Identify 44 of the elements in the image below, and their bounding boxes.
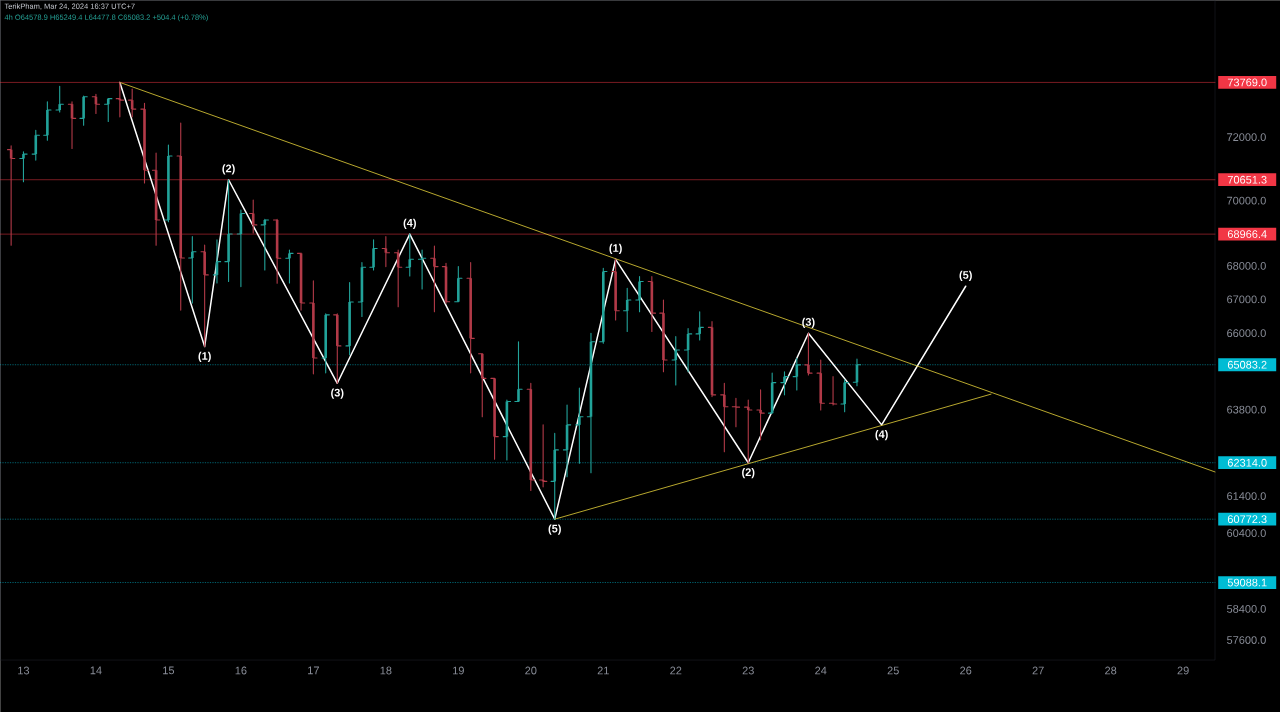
x-tick-label: 21 — [597, 666, 609, 675]
ref-line-label: 73769.0 — [1227, 78, 1267, 87]
x-tick-label: 20 — [525, 666, 537, 675]
x-tick-label: 22 — [670, 666, 682, 675]
x-tick-label: 14 — [90, 666, 102, 675]
annotation: (4) — [875, 430, 888, 441]
annotation: (4) — [403, 218, 416, 229]
y-tick-label: 58400.0 — [1226, 605, 1266, 613]
x-tick-label: 24 — [815, 666, 827, 675]
ref-line-label: 68966.4 — [1227, 230, 1267, 239]
x-tick-label: 13 — [18, 666, 30, 675]
annotation: (2) — [742, 467, 755, 479]
annotation: (3) — [802, 317, 815, 328]
annotation: (2) — [222, 164, 235, 175]
ref-line-label: 62314.0 — [1227, 458, 1267, 467]
x-tick-label: 15 — [163, 666, 175, 675]
y-tick-label: 67000.0 — [1227, 295, 1266, 304]
annotation: (5) — [548, 524, 561, 535]
y-tick-label: 66000.0 — [1227, 329, 1266, 338]
x-tick-label: 23 — [742, 666, 754, 675]
y-tick-label: 70000.0 — [1227, 196, 1266, 205]
x-tick-label: 16 — [235, 666, 247, 675]
y-tick-label: 57600.0 — [1226, 636, 1266, 644]
x-tick-label: 28 — [1105, 666, 1117, 675]
x-tick-label: 18 — [380, 666, 392, 675]
y-tick-label: 60400.0 — [1227, 529, 1266, 537]
ref-line-label: 65083.2 — [1227, 360, 1267, 369]
x-tick-label: 26 — [960, 666, 972, 675]
ref-line-label: 59088.1 — [1227, 578, 1267, 587]
y-tick-label: 68000.0 — [1227, 262, 1266, 270]
x-tick-label: 27 — [1032, 666, 1044, 675]
x-tick-label: 17 — [308, 666, 319, 675]
y-tick-label: 72000.0 — [1227, 133, 1266, 141]
y-tick-label: 63800.0 — [1227, 405, 1266, 414]
x-tick-label: 19 — [453, 666, 464, 675]
annotation: (1) — [198, 351, 211, 362]
ref-line-label: 60772.3 — [1227, 515, 1267, 524]
annotation: (5) — [959, 270, 972, 282]
annotation: (3) — [331, 388, 344, 399]
y-tick-label: 61400.0 — [1227, 492, 1266, 500]
x-tick-label: 25 — [887, 666, 899, 675]
annotation: (1) — [609, 243, 622, 255]
x-tick-label: 29 — [1177, 666, 1189, 675]
ref-line-label: 70651.3 — [1227, 175, 1267, 184]
